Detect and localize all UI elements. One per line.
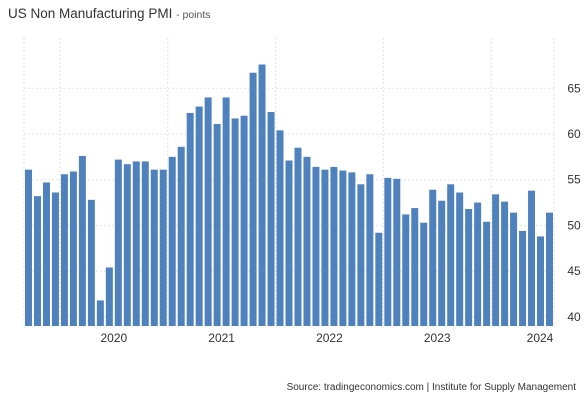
bar — [213, 123, 221, 326]
bar — [267, 112, 275, 326]
y-tick-label: 60 — [567, 127, 581, 141]
bar — [258, 64, 266, 326]
bar — [312, 166, 320, 326]
bar — [393, 178, 401, 326]
chart-title-text: US Non Manufacturing PMI — [8, 6, 173, 21]
bar — [438, 200, 446, 326]
bar — [186, 112, 194, 326]
bar — [411, 208, 419, 326]
x-tick-label: 2022 — [316, 331, 343, 345]
bar — [123, 164, 131, 326]
bar — [483, 221, 491, 326]
bar — [249, 72, 257, 326]
bar — [429, 189, 437, 326]
bar — [510, 212, 518, 326]
bar — [474, 202, 482, 326]
bar — [321, 169, 329, 326]
bar — [96, 300, 104, 326]
bar — [231, 118, 239, 326]
bar — [492, 194, 500, 326]
bar — [222, 97, 230, 326]
bar — [456, 192, 464, 326]
bar — [465, 208, 473, 326]
x-tick-label: 2023 — [424, 331, 451, 345]
chart-unit-label: - points — [176, 9, 211, 21]
y-tick-label: 40 — [567, 310, 581, 324]
bar — [69, 171, 77, 326]
bar — [330, 166, 338, 326]
bar — [168, 156, 176, 326]
x-tick-label: 2020 — [100, 331, 127, 345]
bar — [132, 161, 140, 326]
y-tick-label: 45 — [567, 264, 581, 278]
bar — [150, 169, 158, 326]
bar — [195, 106, 203, 326]
bar — [339, 170, 347, 326]
bar — [348, 172, 356, 326]
bar — [177, 146, 185, 326]
bar — [78, 155, 86, 326]
y-tick-label: 55 — [567, 173, 581, 187]
y-tick-label: 50 — [567, 218, 581, 232]
bar — [357, 184, 365, 326]
bar — [114, 159, 122, 326]
bar — [276, 130, 284, 326]
chart-source: Source: tradingeconomics.com | Institute… — [286, 382, 576, 393]
y-axis-tick-labels: 40 45 50 55 60 65 — [567, 81, 581, 324]
x-axis-tick-labels: 2020 2021 2022 2023 2024 — [100, 331, 553, 345]
bar — [51, 192, 59, 326]
bar — [537, 236, 545, 326]
x-tick-label: 2021 — [208, 331, 235, 345]
bar — [159, 169, 167, 326]
bar — [87, 199, 95, 326]
bar — [25, 169, 32, 326]
bar — [60, 174, 68, 326]
bar — [546, 212, 553, 326]
bar — [240, 115, 248, 326]
bar — [447, 184, 455, 326]
x-tick-label: 2024 — [527, 331, 554, 345]
bar — [375, 232, 383, 326]
bar — [204, 97, 212, 326]
y-tick-label: 65 — [567, 81, 581, 95]
bar — [420, 222, 428, 326]
bar — [42, 182, 50, 326]
bar — [285, 160, 293, 326]
bar — [402, 214, 410, 326]
bar — [384, 177, 392, 326]
bar-series — [25, 64, 553, 326]
bar — [519, 230, 527, 326]
bar — [366, 174, 374, 326]
bar — [294, 147, 302, 326]
bar — [141, 161, 149, 326]
chart-title: US Non Manufacturing PMI - points — [8, 6, 211, 21]
bar — [528, 190, 536, 326]
bar — [501, 201, 509, 326]
bar — [303, 156, 311, 326]
bar — [105, 267, 113, 326]
bar — [33, 196, 41, 326]
